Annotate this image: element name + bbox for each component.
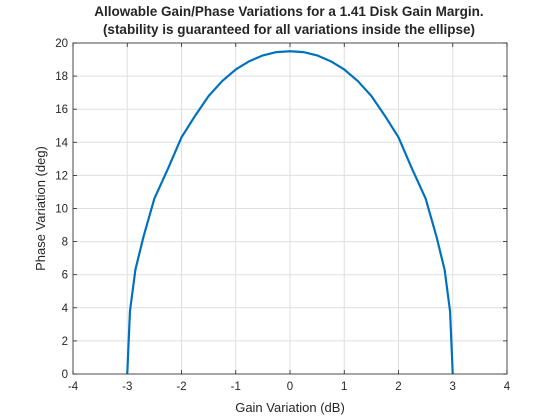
chart-subtitle: (stability is guaranteed for all variati… <box>103 22 475 37</box>
x-tick-label: -4 <box>68 381 79 393</box>
x-tick-label: 2 <box>395 381 401 393</box>
data-series <box>126 50 454 375</box>
x-tick-label: -3 <box>122 381 132 393</box>
plot-frame <box>72 42 508 375</box>
x-axis-label: Gain Variation (dB) <box>235 400 345 415</box>
y-tick-label: 14 <box>55 137 68 149</box>
x-tick-label: 1 <box>341 381 347 393</box>
x-tick-label: -2 <box>176 381 186 393</box>
x-tick-label: 0 <box>287 381 293 393</box>
y-axis-label: Phase Variation (deg) <box>33 146 48 271</box>
y-tick-label: 0 <box>62 369 68 381</box>
y-tick-label: 6 <box>62 270 68 282</box>
x-tick-label: 4 <box>504 381 511 393</box>
y-tick-label: 18 <box>55 71 68 83</box>
y-tick-label: 10 <box>55 204 68 216</box>
x-tick-label: -1 <box>231 381 241 393</box>
y-tick-label: 2 <box>62 336 68 348</box>
y-tick-label: 16 <box>55 104 68 116</box>
y-tick-label: 20 <box>55 38 68 50</box>
y-tick-label: 4 <box>62 303 69 315</box>
y-tick-label: 8 <box>62 237 68 249</box>
x-tick-label: 3 <box>450 381 456 393</box>
ellipse-curve <box>126 50 454 375</box>
y-tick-label: 12 <box>55 170 68 182</box>
chart-title: Allowable Gain/Phase Variations for a 1.… <box>94 4 483 19</box>
